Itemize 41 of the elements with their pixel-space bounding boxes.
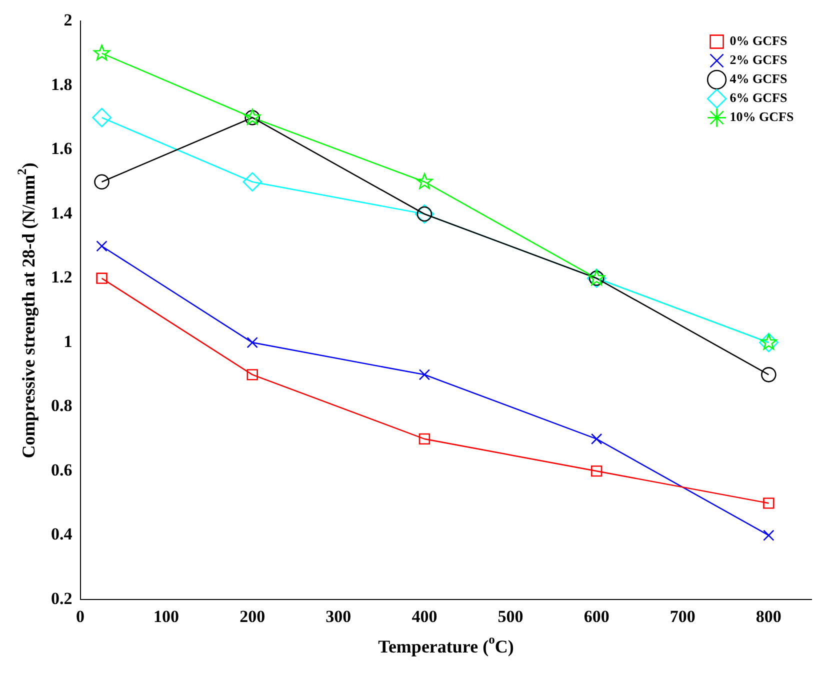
- legend-label: 6% GCFS: [730, 90, 788, 106]
- y-tick-label: 2: [64, 10, 72, 30]
- y-tick-label: 0.8: [51, 396, 72, 416]
- point: [96, 240, 108, 252]
- legend-label: 10% GCFS: [730, 109, 794, 124]
- point: [763, 498, 774, 509]
- x-tick-label: 300: [326, 607, 352, 626]
- point: [418, 433, 430, 445]
- legend-label: 2% GCFS: [730, 52, 788, 68]
- point: [590, 465, 602, 477]
- y-tick-label: 1.2: [51, 268, 72, 287]
- point: [761, 367, 776, 382]
- y-tick-label: 1.6: [51, 139, 72, 158]
- point: [418, 369, 430, 380]
- y-tick-label: 1.8: [51, 74, 72, 94]
- point: [246, 369, 258, 380]
- x-tick-label: 200: [240, 607, 266, 626]
- x-tick-label: 800: [756, 607, 782, 626]
- y-axis-title: Compressive strength at 28-d (N/mm2): [15, 162, 39, 458]
- x-tick-label: 700: [670, 607, 696, 626]
- x-tick-label: 400: [412, 607, 438, 626]
- point: [416, 173, 433, 189]
- point: [96, 272, 108, 284]
- point: [590, 433, 602, 445]
- x-tick-label: 500: [498, 607, 524, 626]
- point: [246, 336, 258, 348]
- point: [94, 44, 110, 60]
- point: [242, 172, 262, 192]
- y-tick-label: 1.4: [51, 203, 73, 222]
- y-tick-label: 0.6: [51, 460, 72, 480]
- legend-label: 4% GCFS: [730, 71, 788, 86]
- point: [92, 108, 112, 128]
- x-tick-label: 100: [154, 607, 180, 626]
- point: [94, 174, 110, 190]
- x-tick-label: 600: [584, 607, 610, 626]
- y-tick-label: 0.4: [51, 524, 73, 544]
- legend-label: 0% GCFS: [730, 33, 788, 48]
- x-tick-label: 0: [76, 607, 84, 626]
- point: [763, 530, 774, 541]
- y-tick-label: 0.2: [51, 588, 72, 608]
- y-tick-label: 1: [64, 332, 72, 351]
